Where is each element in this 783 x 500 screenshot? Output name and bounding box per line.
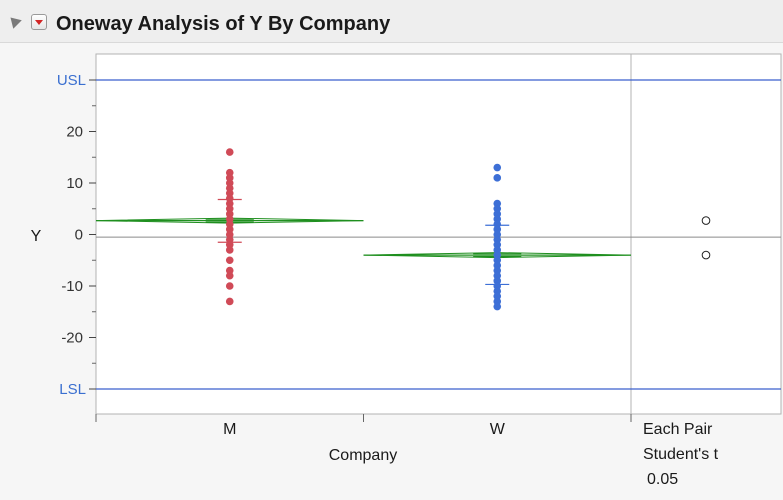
report-header: Oneway Analysis of Y By Company <box>0 0 783 43</box>
spec-limit-label: USL <box>57 72 86 89</box>
data-point <box>225 271 234 280</box>
x-category-label: W <box>490 421 506 438</box>
data-point <box>493 174 502 182</box>
data-point <box>225 297 234 306</box>
red-triangle-menu-icon[interactable] <box>31 14 47 30</box>
y-tick-label: 0 <box>75 227 83 244</box>
data-point <box>225 282 234 290</box>
y-tick-label: -20 <box>61 330 83 347</box>
report-title: Oneway Analysis of Y By Company <box>56 13 391 35</box>
comparison-label-3: 0.05 <box>647 471 678 488</box>
points-layer <box>225 148 502 311</box>
axis-layer: -20 -10 0 10 20 M W <box>61 79 632 438</box>
y-tick-label: 10 <box>66 175 83 192</box>
x-axis-label: Company <box>329 447 397 464</box>
comparison-label-1: Each Pair <box>643 421 713 438</box>
y-tick-label: 20 <box>66 124 83 141</box>
comparison-circle <box>701 250 711 260</box>
comparison-circles-layer <box>701 216 711 260</box>
data-point <box>225 246 234 254</box>
comparison-label-2: Student's t <box>643 446 719 463</box>
comparison-frame <box>630 53 782 415</box>
spec-limit-label: LSL <box>59 381 86 398</box>
data-point <box>493 302 502 311</box>
plot-frame <box>95 53 632 415</box>
x-category-label: M <box>223 421 236 438</box>
data-point <box>225 148 234 156</box>
y-tick-label: -10 <box>61 278 83 295</box>
y-axis-label: Y <box>31 228 42 245</box>
data-point <box>225 256 234 265</box>
spec-limits-layer: USL LSL <box>57 72 781 398</box>
comparison-circle <box>701 216 711 225</box>
data-point <box>493 163 502 172</box>
